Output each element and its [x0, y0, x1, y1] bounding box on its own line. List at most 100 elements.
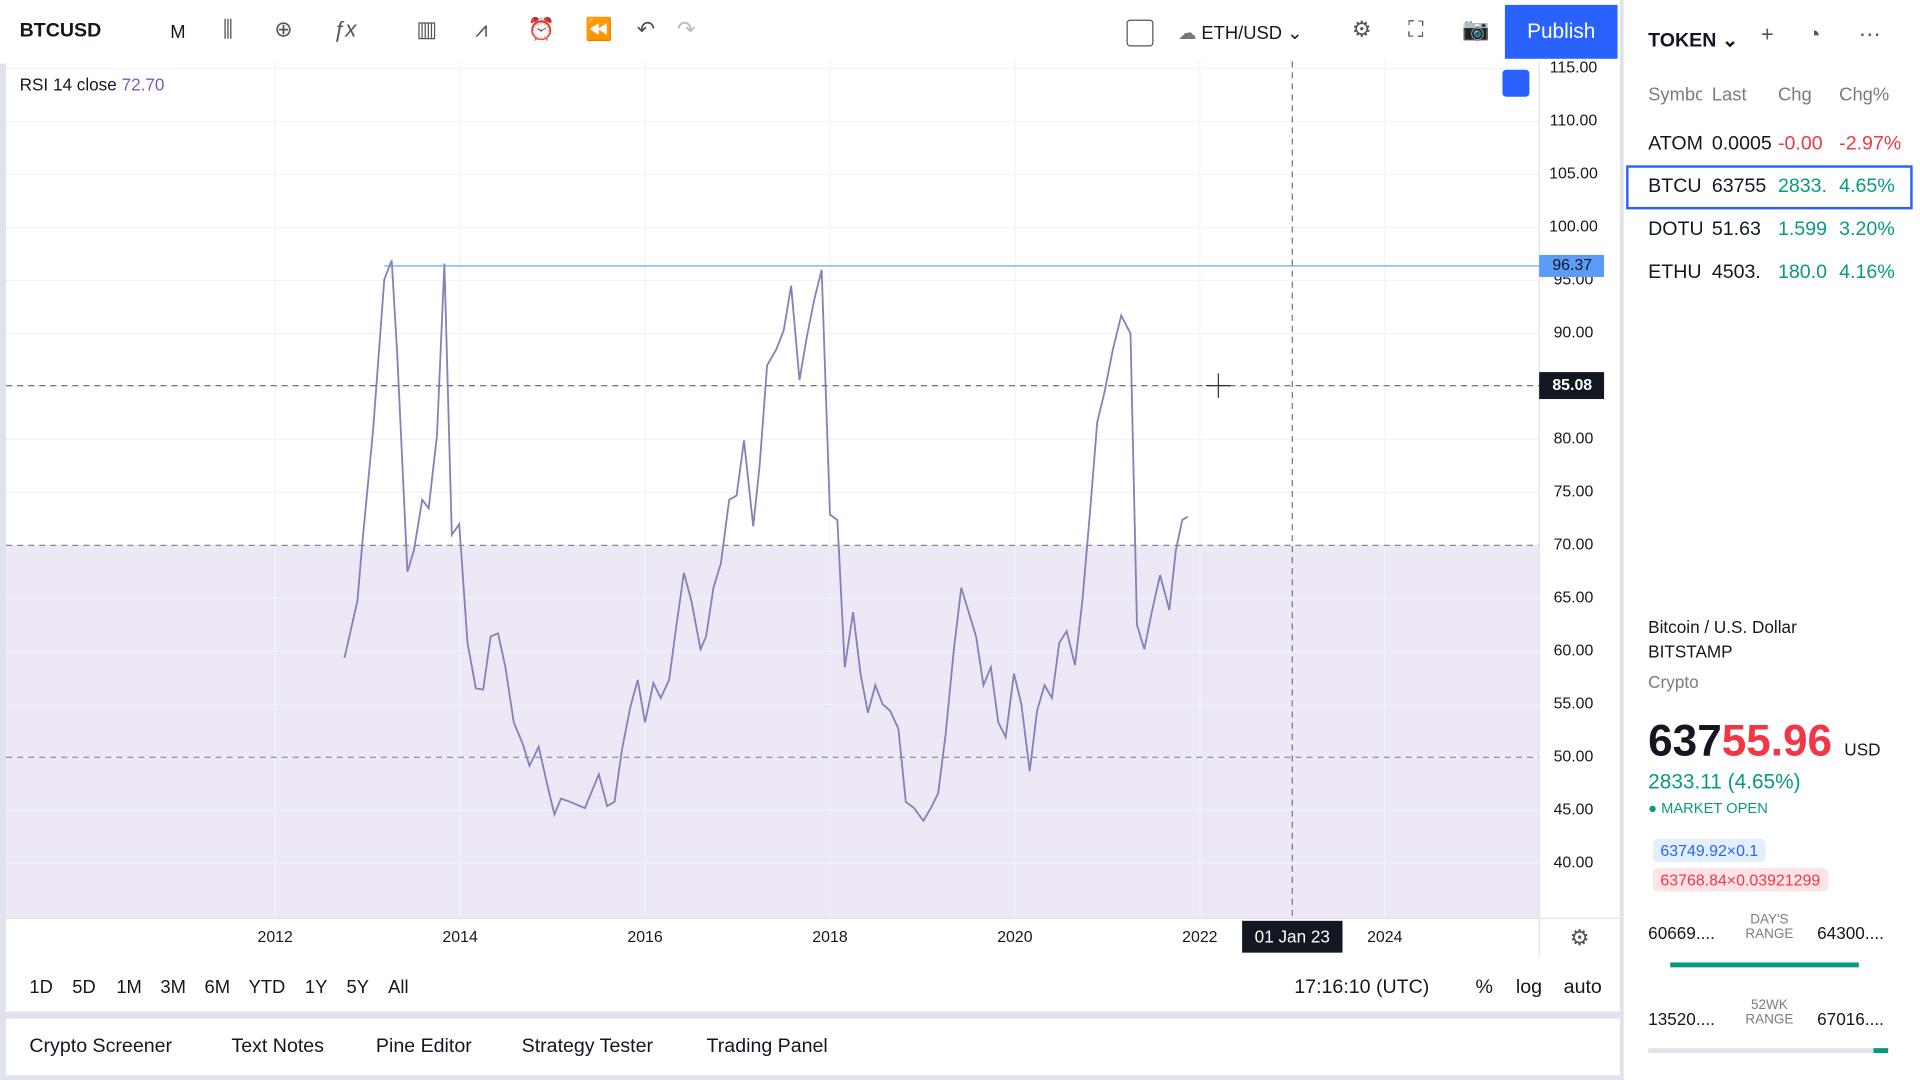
crosshair-y-bg	[1539, 372, 1605, 400]
bottom-tab[interactable]: Pine Editor	[375, 1035, 472, 1057]
scale-option[interactable]: log	[1515, 977, 1543, 998]
layout-icon[interactable]	[1126, 19, 1154, 47]
scale-option[interactable]: auto	[1563, 977, 1602, 998]
range-button[interactable]: All	[388, 977, 409, 998]
template-icon[interactable]: ▥	[416, 17, 438, 42]
strategy-icon[interactable]: ⩘	[475, 17, 488, 42]
column-header[interactable]: Symbo	[1648, 84, 1703, 106]
axis-settings: ⚙	[1570, 925, 1590, 950]
undo-icon[interactable]: ↶	[636, 17, 656, 42]
alert-icon[interactable]: ⏰	[527, 17, 556, 42]
crosshair-x-bg	[1242, 920, 1343, 953]
indicator-legend: RSI 14 close 72.70	[20, 75, 165, 95]
chart: 40.00 45.00 50.00 55.00 60.00 65.00 70.00 75.00…	[6, 59, 1621, 953]
column-header[interactable]: Chg	[1777, 84, 1812, 106]
watchlist-cell[interactable]: BTCU	[1648, 176, 1702, 198]
w52-range-label: 52WK RANGE	[1745, 997, 1794, 1028]
x-tick-label: 2012	[257, 929, 293, 946]
day-range-bar	[1670, 962, 1859, 968]
y-tick-label: 80.00	[1554, 431, 1594, 448]
indicator-params: 14 close	[52, 74, 117, 95]
range-button[interactable]: 5D	[72, 977, 96, 998]
watchlist-cell[interactable]: ATOM	[1648, 133, 1703, 155]
x-tick-label: 2022	[1182, 929, 1218, 946]
crosshair-x-label: 01 Jan 23	[1255, 926, 1330, 946]
watchlist-cell[interactable]: 3.20%	[1839, 219, 1895, 241]
bottom-tab[interactable]: Trading Panel	[706, 1035, 828, 1057]
interval[interactable]: M	[170, 22, 186, 43]
w52-fill	[1873, 1048, 1889, 1054]
watchlist-cell[interactable]: 4.16%	[1839, 262, 1895, 283]
instrument-name: Bitcoin / U.S. Dollar	[1648, 617, 1797, 637]
change: 2833.11 (4.65%)	[1648, 770, 1801, 794]
x-tick-label: 2018	[812, 929, 848, 946]
watchlist-cell[interactable]: 51.63	[1711, 219, 1761, 241]
bottom-tab[interactable]: Crypto Screener	[29, 1035, 173, 1057]
watchlist-cell[interactable]: 4503.	[1711, 262, 1761, 283]
category: Crypto	[1648, 672, 1699, 692]
more-icon[interactable]: ⋯	[1858, 22, 1881, 47]
scale-option[interactable]: %	[1475, 977, 1493, 998]
watchlist-cell[interactable]: 0.0005	[1711, 133, 1772, 155]
watchlist-cell[interactable]: 4.65%	[1839, 176, 1895, 198]
watchlist-cell[interactable]: 63755	[1711, 176, 1767, 198]
range-button[interactable]: 1D	[29, 977, 53, 998]
w52-range-bar	[1648, 1048, 1889, 1054]
watchlist-cell[interactable]: 1.599	[1777, 219, 1827, 241]
range-button[interactable]: 5Y	[346, 977, 370, 998]
x-tick-label: 2016	[627, 929, 663, 946]
indicator-icon[interactable]: ƒx	[333, 17, 357, 42]
publish-button[interactable]: Publish	[1504, 4, 1618, 59]
scroll-button[interactable]	[1502, 69, 1530, 97]
snapshot-icon[interactable]: 📷	[1462, 17, 1490, 42]
y-tick-label: 90.00	[1554, 325, 1594, 342]
column-header[interactable]: Chg%	[1839, 84, 1890, 106]
rsi-band	[6, 545, 1540, 919]
range-button[interactable]: 3M	[160, 977, 186, 998]
range-button[interactable]: 1Y	[304, 977, 328, 998]
compare-symbol[interactable]: ☁ ETH/USD ⌄	[1177, 23, 1303, 45]
compare-icon[interactable]: ⊕	[274, 17, 293, 42]
watchlist-cell[interactable]: 2833.	[1777, 176, 1827, 198]
w52-high: 67016....	[1817, 1008, 1884, 1029]
day-low: 60669....	[1648, 923, 1715, 943]
add-icon[interactable]: +	[1760, 22, 1774, 47]
y-tick-label: 105.00	[1549, 166, 1598, 183]
watchlist-cell[interactable]: ETHU	[1648, 262, 1702, 283]
exchange: BITSTAMP	[1648, 641, 1733, 662]
level-label-bg	[1539, 254, 1605, 277]
candle-icon[interactable]: ⫼	[222, 17, 233, 42]
column-header[interactable]: Last	[1711, 84, 1747, 106]
y-tick-label: 110.00	[1550, 113, 1598, 130]
currency: USD	[1844, 739, 1881, 760]
watchlist-cell[interactable]: -2.97%	[1839, 133, 1901, 155]
bottom-tab[interactable]: Strategy Tester	[521, 1035, 654, 1057]
watchlist-title-text: TOKEN	[1648, 30, 1717, 52]
fullscreen-icon[interactable]: ⛶	[1408, 17, 1424, 42]
redo-icon[interactable]: ↷	[677, 17, 696, 42]
day-range-label: DAY'S RANGE	[1745, 912, 1794, 942]
right-panel: TOKEN ⌄ + ◔ ⋯ Bitcoin / U.S. Dollar BITS…	[1623, 0, 1920, 1080]
watchlist-cell[interactable]: DOTU	[1648, 219, 1703, 241]
x-tick-label: 2024	[1367, 929, 1403, 946]
settings-icon[interactable]: ⚙	[1351, 17, 1372, 42]
y-tick-label: 75.00	[1554, 484, 1594, 501]
price: 63755.96 USD	[1648, 715, 1880, 766]
bottom-tab[interactable]: Text Notes	[231, 1035, 324, 1057]
crosshair-y-label: 85.08	[1552, 377, 1592, 394]
compare-symbol-text: ETH/USD	[1201, 23, 1283, 45]
range-button[interactable]: 6M	[204, 977, 231, 998]
cursor	[1206, 373, 1231, 398]
symbol[interactable]: BTCUSD	[19, 20, 102, 42]
price-tail: 55.96	[1721, 715, 1833, 766]
range-button[interactable]: YTD	[248, 977, 286, 998]
chart-icon[interactable]: ◔	[1807, 22, 1821, 47]
watchlist-title[interactable]: TOKEN ⌄	[1648, 30, 1739, 52]
rsi-line	[343, 259, 1189, 823]
range-button[interactable]: 1M	[116, 977, 142, 998]
y-tick-label: 50.00	[1554, 749, 1594, 766]
watchlist-cell[interactable]: 180.0	[1777, 262, 1827, 283]
watchlist-cell[interactable]: -0.00	[1777, 133, 1823, 155]
replay-icon[interactable]: ⏪	[585, 17, 613, 42]
